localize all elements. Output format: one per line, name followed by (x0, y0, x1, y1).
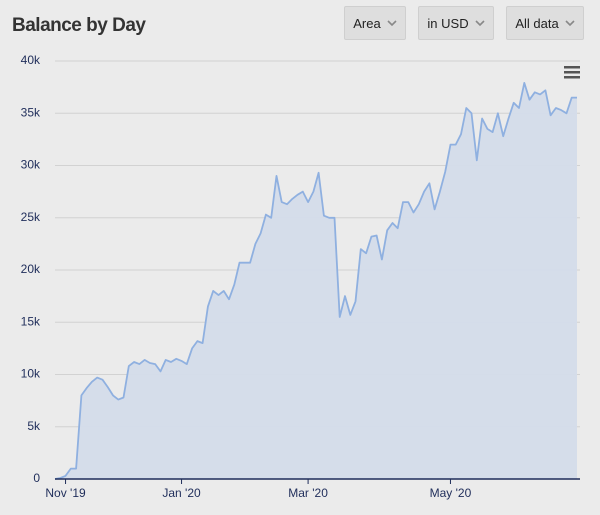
menu-bar (564, 76, 580, 79)
currency-select[interactable]: in USD (418, 6, 494, 40)
y-tick-label: 35k (21, 105, 41, 119)
x-tick-label: Mar '20 (288, 486, 328, 500)
y-tick-label: 30k (21, 158, 41, 172)
x-tick-label: Jan '20 (162, 486, 201, 500)
select-label: Area (353, 15, 381, 31)
area-line (54, 82, 577, 480)
y-tick-label: 5k (27, 419, 41, 433)
chevron (565, 19, 575, 26)
area-fill (55, 82, 577, 480)
x-tick-label: Nov '19 (45, 486, 86, 500)
chevron (387, 19, 397, 26)
select-label: All data (515, 15, 559, 31)
y-tick-label: 15k (21, 314, 41, 328)
chart-title: Balance by Day (12, 15, 146, 36)
y-tick-label: 10k (21, 367, 41, 381)
menu-bar (564, 71, 580, 74)
menu-bar (564, 66, 580, 69)
x-tick-label: May '20 (430, 486, 472, 500)
chevron (475, 19, 485, 26)
menu-icon[interactable] (564, 66, 580, 79)
range-select[interactable]: All data (506, 6, 584, 40)
type-select[interactable]: Area (344, 6, 406, 40)
y-tick-label: 0 (33, 471, 40, 485)
select-label: in USD (427, 15, 469, 31)
y-tick-label: 40k (21, 53, 41, 67)
y-tick-label: 20k (21, 262, 41, 276)
y-tick-label: 25k (21, 210, 41, 224)
